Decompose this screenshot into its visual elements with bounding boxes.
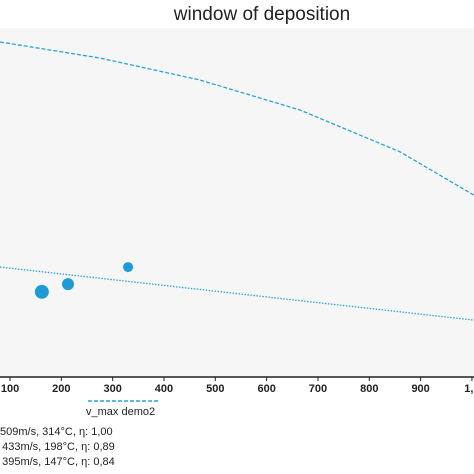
- plot-area: [0, 28, 474, 377]
- note: 509m/s, 314°C, η: 1,00: [0, 426, 113, 438]
- point: [123, 262, 134, 273]
- line: [0, 41, 474, 196]
- chart-title: window of deposition: [173, 4, 350, 25]
- note: , 433m/s, 198°C, η: 0,89: [0, 441, 115, 453]
- x-tick-label: 300: [103, 383, 121, 395]
- x-tick-label: 500: [206, 383, 224, 395]
- x-tick-label: 700: [309, 383, 327, 395]
- x-tick-label: 400: [155, 383, 173, 395]
- x-tick-label: 900: [411, 383, 429, 395]
- x-tick-label: 800: [360, 383, 378, 395]
- x-tick-label: 200: [52, 383, 70, 395]
- legend-label: v_max demo2: [86, 406, 155, 418]
- line: [0, 266, 474, 321]
- x-tick-label: 600: [257, 383, 275, 395]
- x-tick-label: 100: [1, 383, 19, 395]
- x-tick-label: 1,0: [464, 383, 474, 395]
- point: [62, 278, 75, 291]
- note: , 395m/s, 147°C, η: 0,84: [0, 456, 115, 468]
- point: [34, 284, 49, 299]
